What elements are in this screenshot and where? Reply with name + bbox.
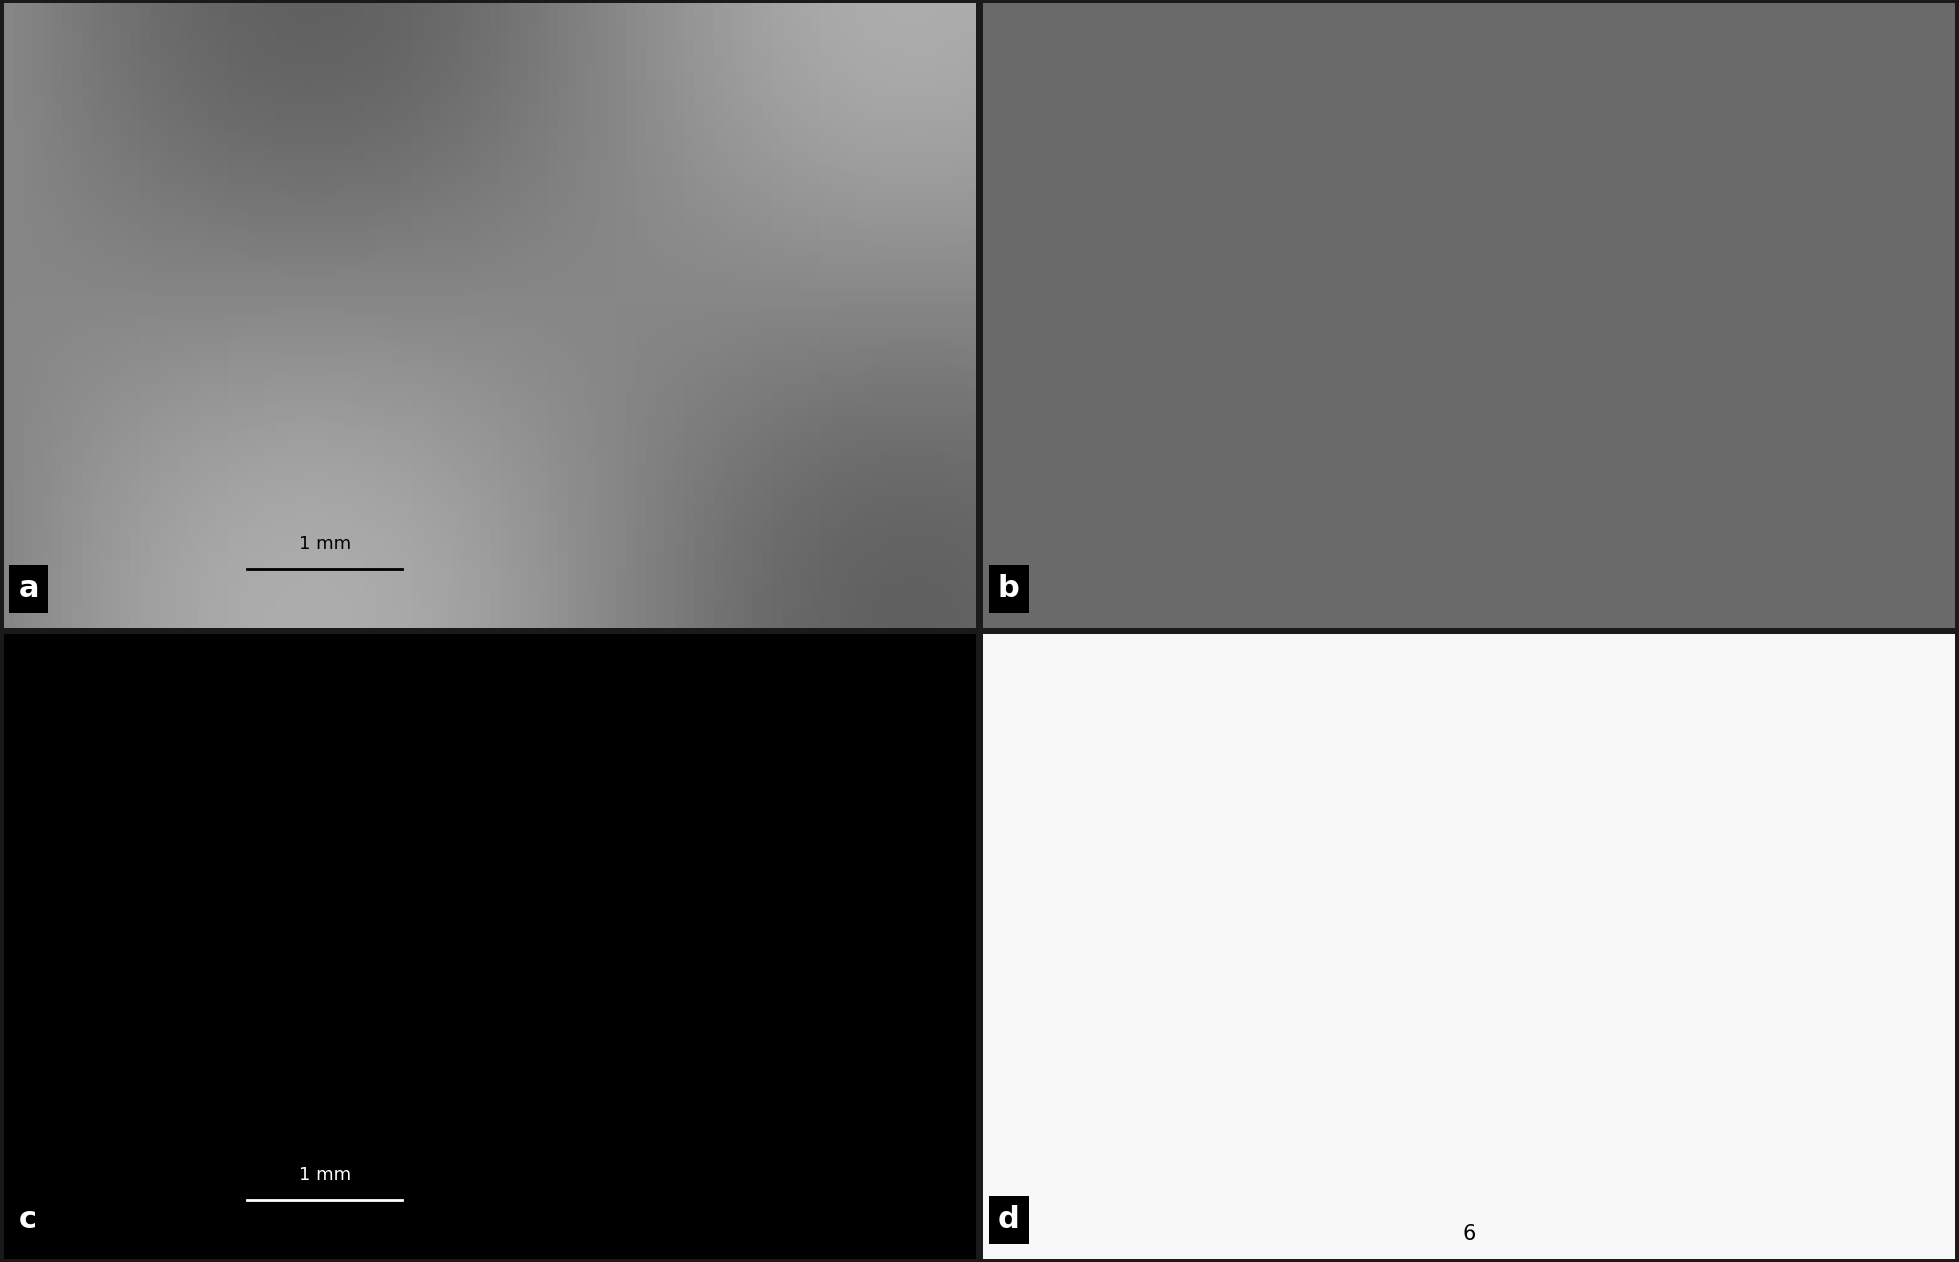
Text: a: a bbox=[18, 574, 39, 603]
Text: c: c bbox=[18, 1205, 37, 1234]
Text: b: b bbox=[997, 574, 1021, 603]
Text: 1 mm: 1 mm bbox=[298, 1166, 351, 1184]
Text: 1 mm: 1 mm bbox=[298, 535, 351, 553]
Text: d: d bbox=[997, 1205, 1021, 1234]
Text: 6: 6 bbox=[1463, 1224, 1475, 1244]
